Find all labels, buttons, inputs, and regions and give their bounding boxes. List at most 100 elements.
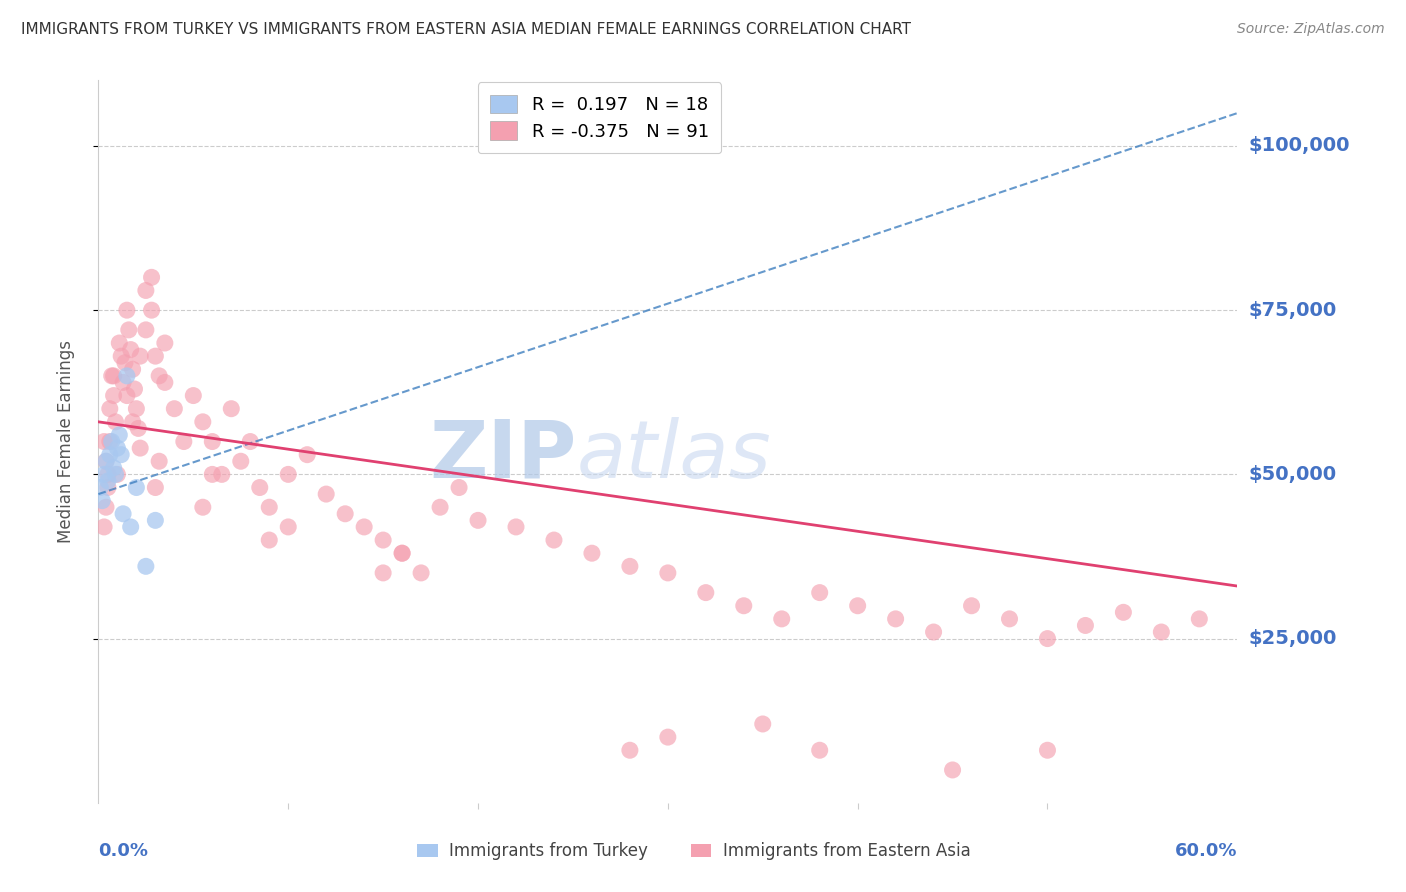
Point bbox=[391, 546, 413, 560]
Point bbox=[153, 336, 176, 351]
Point bbox=[191, 500, 214, 515]
Point bbox=[998, 612, 1021, 626]
Point bbox=[121, 415, 143, 429]
Point bbox=[115, 388, 138, 402]
Point bbox=[201, 434, 224, 449]
Point bbox=[97, 474, 120, 488]
Point bbox=[808, 585, 831, 599]
Point bbox=[467, 513, 489, 527]
Point bbox=[371, 566, 394, 580]
Point bbox=[505, 520, 527, 534]
Point bbox=[733, 599, 755, 613]
Point bbox=[125, 401, 148, 416]
Point bbox=[752, 717, 775, 731]
Point bbox=[277, 520, 299, 534]
Text: atlas: atlas bbox=[576, 417, 772, 495]
Point bbox=[619, 743, 641, 757]
Point bbox=[1150, 625, 1173, 640]
Text: 0.0%: 0.0% bbox=[98, 842, 149, 860]
Point bbox=[960, 599, 983, 613]
Text: IMMIGRANTS FROM TURKEY VS IMMIGRANTS FROM EASTERN ASIA MEDIAN FEMALE EARNINGS CO: IMMIGRANTS FROM TURKEY VS IMMIGRANTS FRO… bbox=[21, 22, 911, 37]
Point bbox=[335, 507, 357, 521]
Point bbox=[249, 481, 271, 495]
Point bbox=[191, 415, 214, 429]
Bar bbox=[690, 844, 711, 857]
Point bbox=[770, 612, 793, 626]
Point bbox=[98, 434, 121, 449]
Point bbox=[657, 730, 679, 744]
Point bbox=[97, 481, 120, 495]
Point bbox=[148, 454, 170, 468]
Bar bbox=[418, 844, 437, 857]
Point bbox=[114, 356, 136, 370]
Point bbox=[108, 336, 131, 351]
Point bbox=[107, 467, 129, 482]
Point bbox=[239, 434, 262, 449]
Text: $75,000: $75,000 bbox=[1249, 301, 1337, 319]
Point bbox=[98, 448, 121, 462]
Point bbox=[429, 500, 451, 515]
Point bbox=[120, 520, 142, 534]
Point bbox=[112, 507, 135, 521]
Point bbox=[98, 401, 121, 416]
Point bbox=[100, 434, 122, 449]
Text: 60.0%: 60.0% bbox=[1175, 842, 1237, 860]
Point bbox=[93, 467, 115, 482]
Legend: R =  0.197   N = 18, R = -0.375   N = 91: R = 0.197 N = 18, R = -0.375 N = 91 bbox=[478, 82, 721, 153]
Point bbox=[449, 481, 471, 495]
Point bbox=[135, 323, 157, 337]
Point bbox=[183, 388, 205, 402]
Point bbox=[259, 533, 281, 547]
Point bbox=[112, 376, 135, 390]
Point bbox=[391, 546, 413, 560]
Point bbox=[1188, 612, 1211, 626]
Point bbox=[124, 382, 146, 396]
Point bbox=[135, 559, 157, 574]
Point bbox=[115, 303, 138, 318]
Text: Immigrants from Turkey: Immigrants from Turkey bbox=[449, 842, 648, 860]
Point bbox=[619, 559, 641, 574]
Point bbox=[884, 612, 907, 626]
Point bbox=[211, 467, 233, 482]
Point bbox=[103, 460, 125, 475]
Point bbox=[108, 428, 131, 442]
Point bbox=[1036, 743, 1059, 757]
Text: Source: ZipAtlas.com: Source: ZipAtlas.com bbox=[1237, 22, 1385, 37]
Y-axis label: Median Female Earnings: Median Female Earnings bbox=[56, 340, 75, 543]
Point bbox=[543, 533, 565, 547]
Point bbox=[277, 467, 299, 482]
Point bbox=[107, 441, 129, 455]
Point bbox=[115, 368, 138, 383]
Point bbox=[411, 566, 433, 580]
Point bbox=[808, 743, 831, 757]
Point bbox=[922, 625, 945, 640]
Point bbox=[371, 533, 394, 547]
Point bbox=[695, 585, 717, 599]
Text: Immigrants from Eastern Asia: Immigrants from Eastern Asia bbox=[723, 842, 970, 860]
Point bbox=[110, 349, 132, 363]
Point bbox=[145, 481, 167, 495]
Point bbox=[94, 454, 117, 468]
Point bbox=[100, 368, 122, 383]
Point bbox=[121, 362, 143, 376]
Point bbox=[120, 343, 142, 357]
Point bbox=[93, 520, 115, 534]
Point bbox=[173, 434, 195, 449]
Point bbox=[127, 421, 149, 435]
Point bbox=[153, 376, 176, 390]
Point bbox=[229, 454, 252, 468]
Point bbox=[221, 401, 243, 416]
Text: $25,000: $25,000 bbox=[1249, 629, 1337, 648]
Point bbox=[942, 763, 965, 777]
Point bbox=[581, 546, 603, 560]
Point bbox=[129, 349, 152, 363]
Point bbox=[135, 284, 157, 298]
Point bbox=[94, 500, 117, 515]
Point bbox=[110, 448, 132, 462]
Text: $50,000: $50,000 bbox=[1249, 465, 1337, 483]
Point bbox=[657, 566, 679, 580]
Text: $100,000: $100,000 bbox=[1249, 136, 1350, 155]
Point bbox=[145, 513, 167, 527]
Point bbox=[148, 368, 170, 383]
Point bbox=[1112, 605, 1135, 619]
